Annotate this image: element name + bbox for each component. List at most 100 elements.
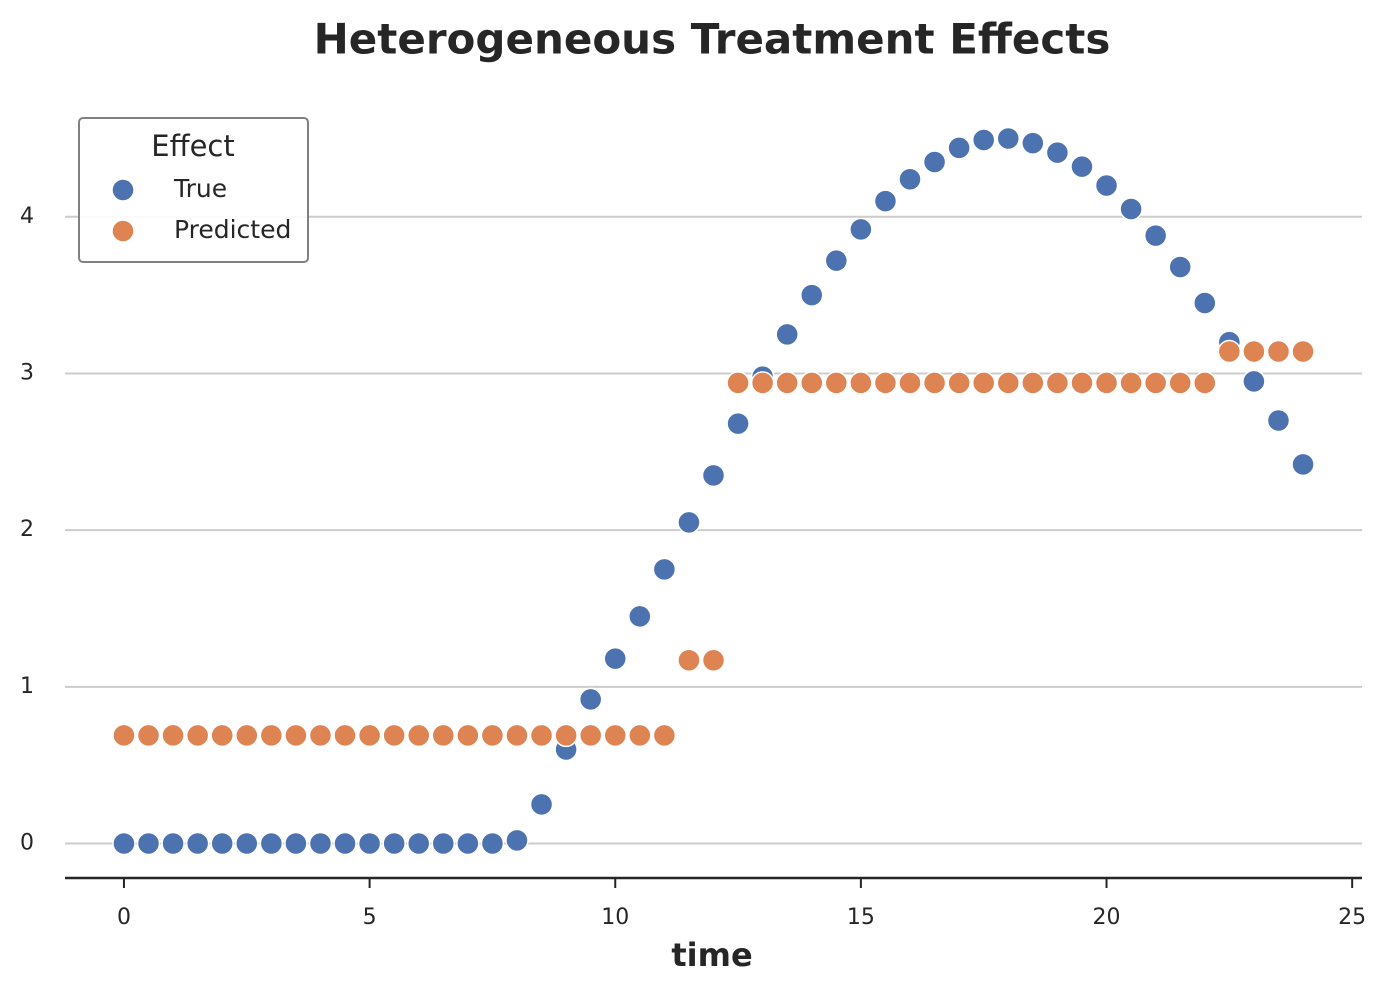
scatter-point [480, 831, 505, 856]
scatter-point [382, 831, 406, 856]
scatter-point [480, 723, 505, 748]
plot-area [112, 126, 1315, 856]
scatter-point [1119, 197, 1143, 221]
scatter-point [947, 136, 971, 160]
scatter-point [112, 723, 136, 748]
scatter-point [578, 723, 603, 748]
legend-label: Predicted [174, 215, 291, 244]
legend: Effect True Predicted [78, 117, 309, 263]
scatter-point [603, 723, 627, 748]
scatter-point [578, 687, 603, 712]
scatter-point [1070, 154, 1094, 179]
x-tick-label: 10 [601, 905, 629, 930]
scatter-point [1168, 371, 1192, 395]
scatter-point [775, 371, 799, 395]
y-tick-label: 2 [20, 517, 34, 542]
chart-title: Heterogeneous Treatment Effects [314, 15, 1111, 64]
scatter-point [308, 723, 333, 748]
y-tick-label: 4 [20, 204, 34, 229]
scatter-point [1242, 339, 1266, 364]
scatter-point [406, 723, 431, 748]
scatter-point [161, 723, 185, 748]
legend-marker [111, 219, 135, 243]
scatter-point [873, 371, 898, 395]
scatter-point [505, 723, 529, 748]
grid: 0 1 2 3 4 0 5 10 15 20 25 [20, 204, 1366, 930]
scatter-point [431, 723, 456, 748]
scatter-point [1045, 371, 1070, 395]
y-tick-label: 3 [20, 360, 34, 385]
scatter-point [1143, 223, 1168, 248]
scatter-point [922, 150, 947, 174]
scatter-point [726, 411, 750, 436]
scatter-point [800, 371, 824, 395]
scatter-point [1094, 371, 1119, 395]
scatter-point [922, 371, 947, 395]
scatter-point [505, 828, 529, 853]
scatter-point [284, 723, 308, 748]
scatter-point [800, 283, 824, 307]
scatter-point [1070, 371, 1094, 395]
scatter-point [235, 723, 259, 748]
scatter-point [701, 648, 726, 672]
scatter-point [1193, 291, 1217, 315]
scatter-point [603, 646, 627, 671]
scatter-point [824, 371, 849, 395]
scatter-point [652, 723, 677, 748]
y-tick-label: 0 [20, 831, 34, 856]
scatter-point [235, 831, 259, 856]
scatter-point [136, 723, 161, 748]
scatter-point [628, 604, 652, 629]
x-tick-label: 25 [1338, 905, 1366, 930]
scatter-point [1094, 173, 1119, 198]
scatter-point [1291, 452, 1315, 477]
scatter-point [1021, 131, 1045, 155]
scatter-point [824, 248, 849, 273]
scatter-point [898, 371, 922, 395]
scatter-point [1021, 371, 1045, 395]
scatter-point [357, 723, 382, 748]
scatter-point [333, 831, 357, 856]
scatter-point [628, 723, 652, 748]
x-axis-label: time [671, 936, 752, 974]
scatter-point [849, 371, 873, 395]
scatter-point [775, 322, 799, 347]
scatter-point [529, 723, 554, 748]
scatter-point [210, 723, 234, 748]
scatter-point [1045, 140, 1070, 165]
scatter-point [849, 217, 873, 242]
scatter-point [652, 557, 677, 582]
scatter-point [112, 831, 136, 856]
legend-marker [111, 178, 135, 202]
scatter-point [898, 167, 922, 191]
scatter-point [677, 648, 701, 672]
x-tick-label: 15 [847, 905, 875, 930]
x-tick-label: 0 [117, 905, 131, 930]
scatter-point [971, 371, 996, 395]
scatter-point [333, 723, 357, 748]
scatter-point [873, 189, 898, 213]
scatter-point [382, 723, 406, 748]
scatter-point [259, 723, 284, 748]
scatter-point [284, 831, 308, 856]
legend-title: Effect [151, 129, 234, 163]
scatter-point [136, 831, 161, 856]
scatter-point [406, 831, 431, 856]
scatter-point [185, 831, 210, 856]
scatter-point [308, 831, 333, 856]
scatter-point [996, 126, 1021, 151]
scatter-point [1119, 371, 1143, 395]
legend-label: True [173, 174, 227, 203]
scatter-point [1217, 339, 1242, 364]
scatter-point [726, 371, 750, 395]
scatter-point [259, 831, 284, 856]
scatter-point [161, 831, 185, 856]
scatter-point [677, 510, 701, 535]
scatter-point [1193, 371, 1217, 395]
scatter-point [1143, 371, 1168, 395]
scatter-point [1168, 255, 1192, 279]
scatter-point [529, 792, 554, 817]
scatter-point [1266, 408, 1291, 433]
scatter-point [357, 831, 382, 856]
y-tick-label: 1 [20, 674, 34, 699]
